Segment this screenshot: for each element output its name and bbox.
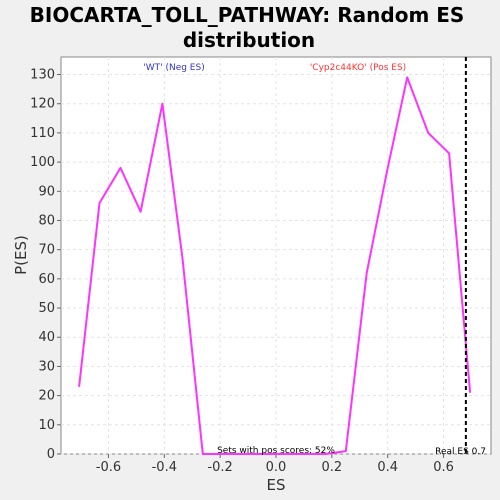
y-tick-label: 30	[38, 359, 55, 374]
neg-es-label: 'WT' (Neg ES)	[143, 63, 204, 73]
x-tick-label: -0.2	[207, 460, 232, 475]
y-tick-label: 100	[30, 155, 55, 170]
chart-title-line-2: distribution	[183, 28, 315, 52]
series-layer	[78, 76, 472, 455]
x-axis-label: ES	[267, 476, 286, 494]
y-tick-label: 120	[30, 97, 55, 112]
y-tick-label: 60	[38, 272, 55, 287]
series-line	[78, 76, 472, 455]
real-es-label: Real ES 0.7	[435, 447, 486, 457]
y-axis-label: P(ES)	[12, 235, 30, 275]
y-tick-label: 110	[30, 126, 55, 141]
y-tick-label: 130	[30, 68, 55, 83]
x-tick-label: 0.6	[433, 460, 454, 475]
y-tick-label: 40	[38, 330, 55, 345]
y-tick-label: 70	[38, 243, 55, 258]
x-tick-label: 0.2	[322, 460, 343, 475]
y-tick-label: 0	[47, 447, 55, 462]
y-tick-label: 90	[38, 184, 55, 199]
y-tick-label: 20	[38, 389, 55, 404]
y-tick-label: 50	[38, 301, 55, 316]
x-tick-label: -0.4	[152, 460, 177, 475]
chart-title-line-1: BIOCARTA_TOLL_PATHWAY: Random ES	[30, 3, 465, 27]
pos-es-label: 'Cyp2c44KO' (Pos ES)	[310, 63, 406, 73]
axis-ticks: 0 10 20 30 40 50 60 70 80 90 100 110 120 130 -0.6 -0.4 -…	[30, 68, 454, 475]
x-tick-label: 0.4	[377, 460, 398, 475]
x-tick-label: -0.6	[96, 460, 121, 475]
y-tick-label: 10	[38, 418, 55, 433]
y-tick-label: 80	[38, 213, 55, 228]
pos-scores-label: Sets with pos scores: 52%	[217, 446, 335, 456]
x-tick-label: 0.0	[266, 460, 287, 475]
